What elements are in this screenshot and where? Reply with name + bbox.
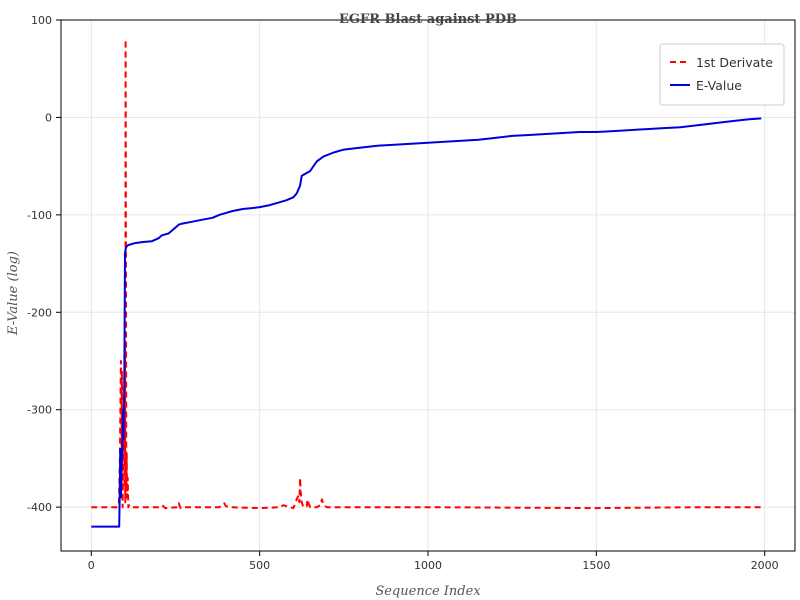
y-tick-label: 100 [31, 14, 52, 27]
series-line-derivative [91, 38, 762, 510]
series-line-evalue [91, 117, 762, 528]
y-tick-label: -300 [27, 404, 52, 417]
chart-title: EGFR Blast against PDB [339, 12, 517, 27]
legend: 1st Derivate E-Value [659, 43, 785, 106]
legend-label-evalue: E-Value [696, 78, 742, 93]
legend-box [659, 43, 785, 106]
x-tick-label: 500 [249, 559, 270, 572]
x-tick-label: 1500 [582, 559, 610, 572]
x-tick-label: 1000 [414, 559, 442, 572]
x-axis-label: Sequence Index [375, 584, 481, 599]
y-axis-label: E-Value (log) [6, 251, 21, 336]
x-tick-label: 2000 [751, 559, 779, 572]
y-tick-label: -100 [27, 209, 52, 222]
y-tick-label: -400 [27, 501, 52, 514]
y-tick-label: -200 [27, 306, 52, 319]
x-tick-label: 0 [88, 559, 95, 572]
legend-label-derivative: 1st Derivate [696, 55, 773, 70]
y-tick-label: 0 [45, 111, 52, 124]
series-layer [91, 38, 762, 528]
